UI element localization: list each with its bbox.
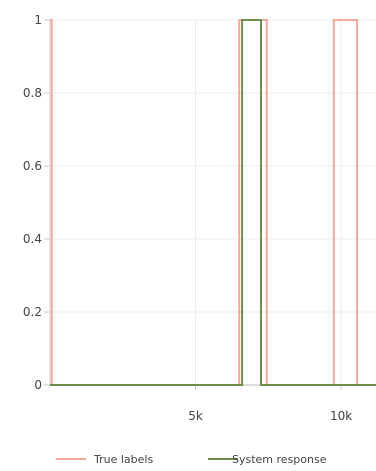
legend-label: True labels: [93, 453, 153, 466]
legend: True labels System response: [56, 453, 327, 466]
y-tick-label: 0: [34, 378, 42, 392]
axes: [44, 19, 376, 390]
y-tick-label: 1: [34, 13, 42, 27]
legend-label: System response: [232, 453, 327, 466]
y-tick-label: 0.2: [23, 305, 42, 319]
x-tick-label: 5k: [188, 409, 203, 423]
y-tick-label: 0.4: [23, 232, 42, 246]
series-lines: [50, 19, 376, 386]
y-tick-label: 0.6: [23, 159, 42, 173]
series-line-true-labels: [50, 19, 376, 386]
y-tick-label: 0.8: [23, 86, 42, 100]
tick-labels: 0 0.2 0.4 0.6 0.8 1 5k 10k: [23, 13, 352, 423]
gridlines: [50, 19, 376, 385]
x-tick-label: 10k: [330, 409, 352, 423]
series-line-system-response: [50, 19, 376, 386]
